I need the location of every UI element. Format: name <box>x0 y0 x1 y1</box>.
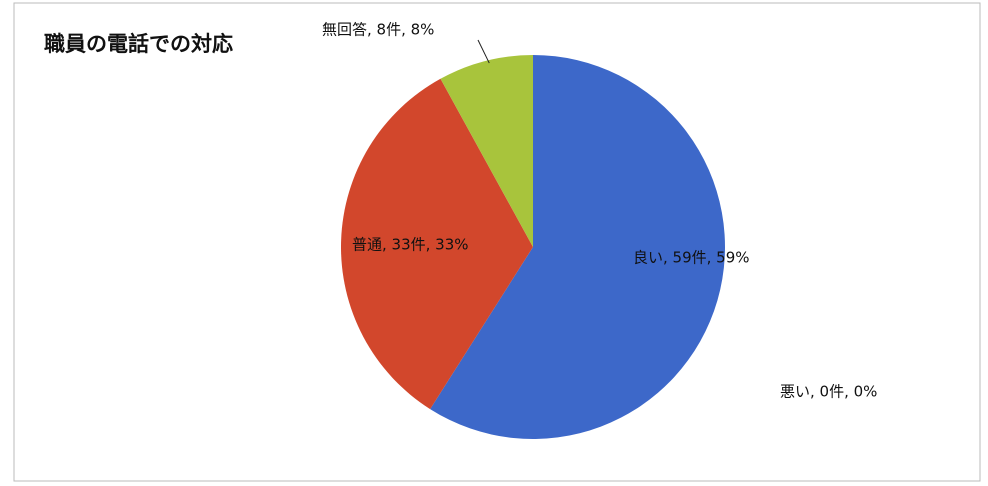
chart-title: 職員の電話での対応 <box>44 32 233 56</box>
pie-slice <box>440 55 533 247</box>
data-label: 悪い, 0件, 0% <box>780 383 877 401</box>
data-label: 普通, 33件, 33% <box>352 236 469 254</box>
pie-slice <box>340 78 533 410</box>
data-label: 良い, 59件, 59% <box>633 249 750 267</box>
pie-slice <box>430 55 725 439</box>
data-label: 無回答, 8件, 8% <box>322 21 434 39</box>
leader-line <box>477 39 490 64</box>
